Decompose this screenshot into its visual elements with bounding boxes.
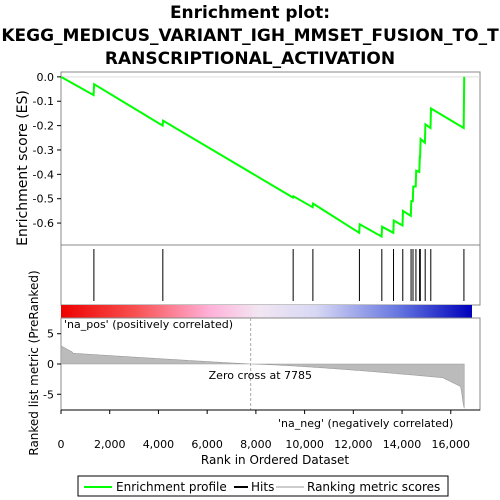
positive-correlated-label: 'na_pos' (positively correlated) xyxy=(64,318,233,331)
zero-cross-label: Zero cross at 7785 xyxy=(209,369,312,382)
x-axis: 0 2,000 4,000 6,000 8,000 10,000 12,000 14,000 1… xyxy=(58,409,480,451)
legend-ranking-label: Ranking metric scores xyxy=(307,480,440,494)
legend-item-hits: Hits xyxy=(234,480,274,494)
ranked-y-axis-label: Ranked list metric (PreRanked) xyxy=(27,270,41,455)
hits-marks xyxy=(93,249,465,301)
x-tick-label: 12,000 xyxy=(334,438,373,451)
x-tick-label: 10,000 xyxy=(285,438,324,451)
es-y-tick-label: -0.6 xyxy=(33,217,54,230)
ranked-y-tick-label: -5 xyxy=(43,388,54,401)
x-tick-label: 2,000 xyxy=(94,438,126,451)
es-y-tick-label: -0.4 xyxy=(33,168,54,181)
ranked-y-tick-label: 5 xyxy=(47,328,54,341)
legend-hits-label: Hits xyxy=(251,480,274,494)
es-y-tick-label: 0.0 xyxy=(37,71,55,84)
es-panel-frame xyxy=(60,71,481,246)
x-tick-label: 16,000 xyxy=(432,438,471,451)
es-y-tick-label: -0.1 xyxy=(33,95,54,108)
es-y-tick-label: -0.3 xyxy=(33,144,54,157)
negative-correlated-label: 'na_neg' (negatively correlated) xyxy=(278,417,453,430)
x-tick-label: 0 xyxy=(58,438,65,451)
hits-panel-frame xyxy=(60,244,481,306)
ranked-y-axis: 5 0 -5 xyxy=(43,328,61,401)
title-line-1: Enrichment plot: xyxy=(169,3,331,23)
es-y-axis: 0.0 -0.1 -0.2 -0.3 -0.4 -0.5 -0.6 xyxy=(33,71,61,230)
x-axis-label: Rank in Ordered Dataset xyxy=(201,453,349,467)
title-line-3: RANSCRIPTIONAL_ACTIVATION xyxy=(104,49,396,69)
legend-box xyxy=(77,475,449,497)
x-tick-label: 4,000 xyxy=(143,438,175,451)
x-tick-label: 6,000 xyxy=(191,438,223,451)
x-tick-label: 14,000 xyxy=(383,438,422,451)
title-line-2: KEGG_MEDICUS_VARIANT_IGH_MMSET_FUSION_TO… xyxy=(1,26,499,46)
legend-enrichment-label: Enrichment profile xyxy=(116,480,227,494)
legend-item-ranking: Ranking metric scores xyxy=(276,480,440,494)
ranked-y-tick-label: 0 xyxy=(47,358,54,371)
ranking-metric-area xyxy=(60,345,465,409)
x-tick-label: 8,000 xyxy=(240,438,272,451)
legend-item-enrichment: Enrichment profile xyxy=(84,480,227,494)
chart-title: Enrichment plot: KEGG_MEDICUS_VARIANT_IG… xyxy=(0,2,500,71)
es-y-tick-label: -0.2 xyxy=(33,120,54,133)
rank-color-bar xyxy=(61,305,472,318)
es-y-axis-label: Enrichment score (ES) xyxy=(15,90,31,246)
es-y-tick-label: -0.5 xyxy=(33,193,54,206)
enrichment-profile-line xyxy=(60,76,466,239)
